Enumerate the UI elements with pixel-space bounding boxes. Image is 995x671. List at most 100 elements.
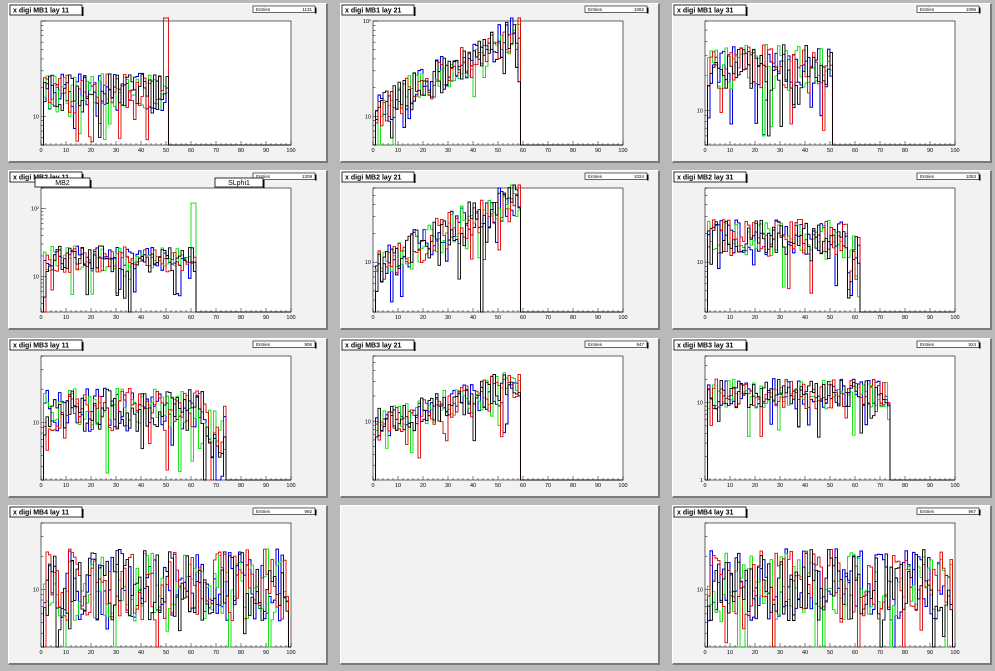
- x-tick-label: 80: [238, 315, 244, 321]
- histogram-mb2_l21: x digi MB2 lay 21 Entries 1024 0 10 20 30 40 50 6…: [341, 171, 649, 321]
- x-tick-label: 0: [703, 315, 706, 321]
- x-tick-label: 90: [595, 483, 601, 489]
- x-tick-label: 50: [495, 315, 501, 321]
- pad-mb3_l21[interactable]: x digi MB3 lay 21 Entries 947 0 10 20 30 40 50 60…: [340, 338, 660, 498]
- stats-entries: 1096: [966, 7, 977, 12]
- legend: MB2 SLphi1: [34, 177, 265, 188]
- x-tick-label: 30: [777, 315, 783, 321]
- x-tick-label: 60: [520, 315, 526, 321]
- stats-box: Entries 1062: [584, 5, 649, 14]
- x-tick-label: 0: [371, 483, 374, 489]
- x-tick-label: 60: [520, 483, 526, 489]
- x-tick-label: 40: [138, 148, 144, 154]
- x-tick-label: 10: [727, 148, 733, 154]
- histogram-mb3_l11: x digi MB3 lay 11 Entries 906 0 10 20 30 40 50 60…: [9, 339, 317, 489]
- x-tick-label: 0: [39, 650, 42, 656]
- x-tick-label: 30: [113, 483, 119, 489]
- x-tick-label: 50: [827, 650, 833, 656]
- x-tick-label: 10: [727, 315, 733, 321]
- title-box: x digi MB1 lay 21: [341, 4, 416, 16]
- x-tick-label: 20: [420, 315, 426, 321]
- pad-mb3_l11[interactable]: x digi MB3 lay 11 Entries 906 0 10 20 30 40 50 60…: [8, 338, 328, 498]
- x-tick-label: 30: [445, 315, 451, 321]
- title-text: x digi MB4 lay 31: [677, 510, 734, 517]
- x-tick-label: 40: [802, 483, 808, 489]
- x-tick-label: 10: [63, 483, 69, 489]
- x-tick-label: 50: [827, 148, 833, 154]
- x-tick-label: 40: [802, 650, 808, 656]
- title-text: x digi MB1 lay 21: [345, 8, 402, 15]
- pad-mb1_l11[interactable]: x digi MB1 lay 11 Entries 1131 0 10 20 30 40 50 6…: [8, 3, 328, 163]
- x-tick-label: 60: [852, 483, 858, 489]
- x-tick-label: 0: [371, 148, 374, 154]
- stats-box: Entries 1096: [916, 5, 981, 14]
- pad-mb3_l31[interactable]: x digi MB3 lay 31 Entries 924 0 10 20 30 40 50 60…: [672, 338, 992, 498]
- x-tick-label: 80: [902, 650, 908, 656]
- series-black: [705, 44, 955, 146]
- stats-label: Entries: [588, 7, 603, 12]
- pad-mb1_l21[interactable]: x digi MB1 lay 21 Entries 1062 0 10 20 30 40 50 6…: [340, 3, 660, 163]
- histogram-mb1_l31: x digi MB1 lay 31 Entries 1096 0 10 20 30 40 50 6…: [673, 4, 981, 154]
- pad-mb2_l31[interactable]: x digi MB2 lay 31 Entries 1053 0 10 20 30 40 50 6…: [672, 170, 992, 330]
- x-axis: 0 10 20 30 40 50 60 70 80 90 100: [371, 476, 628, 489]
- pad-mb2_l11[interactable]: x digi MB2 lay 11Entries1209010203040506…: [8, 170, 328, 330]
- x-tick-label: 80: [238, 148, 244, 154]
- pad-mb2_l21[interactable]: x digi MB2 lay 21 Entries 1024 0 10 20 30 40 50 6…: [340, 170, 660, 330]
- x-tick-label: 20: [88, 315, 94, 321]
- y-tick-label: 10: [697, 587, 703, 593]
- x-tick-label: 70: [213, 315, 219, 321]
- y-tick-label: 1: [700, 478, 703, 484]
- stats-box: Entries 906: [252, 340, 317, 349]
- plot-frame: [704, 355, 956, 481]
- pad-mb4_l11[interactable]: x digi MB4 lay 11 Entries 992 0 10 20 30 40 50 60…: [8, 505, 328, 665]
- x-tick-label: 20: [88, 148, 94, 154]
- y-tick-label: 10²: [31, 206, 39, 212]
- x-tick-label: 50: [163, 148, 169, 154]
- stats-entries: 1209: [302, 174, 313, 179]
- x-tick-label: 30: [113, 315, 119, 321]
- x-tick-label: 80: [902, 483, 908, 489]
- y-tick-label: 10: [697, 108, 703, 114]
- y-tick-label: 10²: [363, 19, 371, 25]
- x-tick-label: 10: [63, 650, 69, 656]
- x-tick-label: 20: [420, 483, 426, 489]
- x-tick-label: 40: [138, 315, 144, 321]
- title-text: x digi MB3 lay 31: [677, 343, 734, 350]
- stats-entries: 947: [636, 342, 644, 347]
- stats-box: Entries 1209: [252, 172, 317, 181]
- x-tick-label: 40: [138, 483, 144, 489]
- title-box: x digi MB3 lay 21: [341, 339, 416, 351]
- y-tick-label: 10: [365, 114, 371, 120]
- title-text: x digi MB1 lay 11: [13, 8, 69, 15]
- title-text: x digi MB2 lay 31: [677, 175, 734, 182]
- pad-mb4_l31[interactable]: x digi MB4 lay 31 Entries 967 0 10 20 30 40 50 60…: [672, 505, 992, 665]
- x-tick-label: 50: [495, 483, 501, 489]
- stats-label: Entries: [920, 7, 935, 12]
- x-tick-label: 30: [113, 148, 119, 154]
- stats-box: Entries 1024: [584, 172, 649, 181]
- stats-label: Entries: [256, 7, 271, 12]
- title-box: x digi MB3 lay 31: [673, 339, 748, 351]
- x-tick-label: 100: [286, 650, 295, 656]
- histogram-mb3_l31: x digi MB3 lay 31 Entries 924 0 10 20 30 40 50 60…: [673, 339, 981, 489]
- histogram-mb2_l31: x digi MB2 lay 31 Entries 1053 0 10 20 30 40 50 6…: [673, 171, 981, 321]
- x-tick-label: 90: [595, 315, 601, 321]
- x-tick-label: 90: [927, 148, 933, 154]
- y-tick-label: 10: [697, 401, 703, 407]
- stats-label: Entries: [920, 174, 935, 179]
- y-tick-label: 10: [697, 260, 703, 266]
- x-tick-label: 40: [138, 650, 144, 656]
- series-black: [705, 549, 955, 648]
- x-tick-label: 100: [286, 315, 295, 321]
- x-tick-label: 80: [902, 148, 908, 154]
- x-tick-label: 90: [263, 148, 269, 154]
- x-tick-label: 60: [188, 315, 194, 321]
- pad-mb1_l31[interactable]: x digi MB1 lay 31 Entries 1096 0 10 20 30 40 50 6…: [672, 3, 992, 163]
- histogram-mb3_l21: x digi MB3 lay 21 Entries 947 0 10 20 30 40 50 60…: [341, 339, 649, 489]
- stats-entries: 992: [304, 509, 312, 514]
- stats-entries: 1131: [302, 7, 312, 12]
- x-axis: 0 10 20 30 40 50 60 70 80 90 100: [703, 476, 960, 489]
- x-tick-label: 30: [445, 483, 451, 489]
- x-tick-label: 40: [470, 483, 476, 489]
